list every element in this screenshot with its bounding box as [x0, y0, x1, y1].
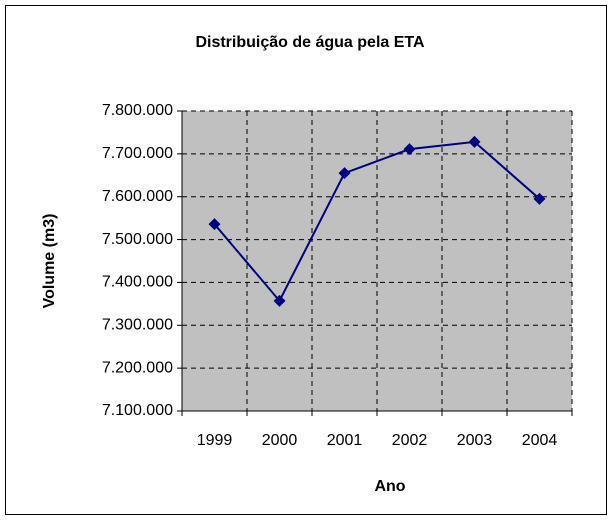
chart-title: Distribuição de água pela ETA [195, 34, 425, 51]
marker [208, 218, 221, 231]
x-tick-label: 2003 [457, 432, 493, 449]
marker [533, 192, 546, 205]
line [213, 140, 541, 303]
y-tick-label: 7.300.000 [102, 317, 173, 334]
x-tick-label: 1999 [197, 432, 233, 449]
y-tick-label: 7.200.000 [102, 359, 173, 376]
y-tick-label: 7.600.000 [102, 188, 173, 205]
y-tick-label: 7.800.000 [102, 102, 173, 119]
marker [338, 167, 351, 180]
x-axis-label: Ano [374, 478, 405, 495]
x-tick-label: 2000 [262, 432, 298, 449]
x-tick-label: 2001 [327, 432, 363, 449]
marker [468, 135, 481, 148]
marker [273, 294, 286, 307]
y-tick-label: 7.400.000 [102, 274, 173, 291]
y-tick-label: 7.500.000 [102, 231, 173, 248]
marker [403, 143, 416, 156]
y-tick-label: 7.700.000 [102, 145, 173, 162]
y-axis-label: Volume (m3) [41, 214, 58, 309]
x-tick-label: 2002 [392, 432, 428, 449]
x-tick-label: 2004 [522, 432, 558, 449]
y-tick-label: 7.100.000 [102, 402, 173, 419]
